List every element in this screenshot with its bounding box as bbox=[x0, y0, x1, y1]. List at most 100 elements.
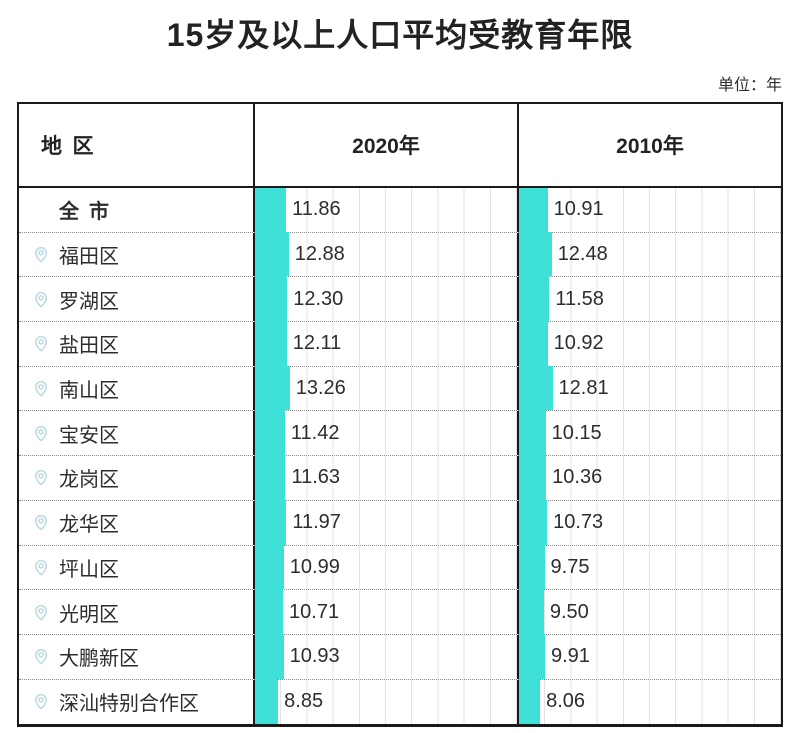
column-header-2010: 2010年 bbox=[517, 104, 781, 186]
cell-2020: 12.11 bbox=[253, 321, 517, 366]
cell-2020: 11.42 bbox=[253, 410, 517, 456]
location-pin-icon bbox=[32, 333, 50, 354]
value-2010: 11.58 bbox=[555, 287, 604, 310]
cell-2020: 13.26 bbox=[253, 365, 517, 411]
bar-2010 bbox=[519, 321, 548, 366]
region-cell: 光明区 bbox=[19, 590, 253, 634]
region-cell: 深汕特别合作区 bbox=[19, 680, 253, 725]
region-label: 龙华区 bbox=[59, 514, 119, 537]
bar-2010 bbox=[519, 410, 546, 456]
region-cell: 南山区 bbox=[19, 367, 253, 411]
location-pin-icon bbox=[32, 602, 50, 623]
region-cell: 龙岗区 bbox=[19, 456, 253, 500]
region-label: 盐田区 bbox=[59, 335, 119, 358]
value-2020: 11.63 bbox=[291, 466, 341, 489]
table-row-futian: 福田区 12.88 12.48 bbox=[19, 231, 781, 278]
value-2010: 9.50 bbox=[549, 600, 589, 623]
unit-label: 单位：年 bbox=[717, 77, 782, 94]
bar-2020 bbox=[255, 410, 285, 456]
bar-2020 bbox=[255, 276, 288, 322]
bar-2020 bbox=[255, 633, 284, 679]
region-label: 深汕特别合作区 bbox=[59, 693, 199, 716]
bar-2010 bbox=[519, 633, 545, 679]
location-pin-icon bbox=[32, 512, 50, 533]
table-row-dapeng: 大鹏新区 10.93 9.91 bbox=[19, 633, 781, 680]
table-row-nanshan: 南山区 13.26 12.81 bbox=[19, 365, 781, 412]
bar-2010 bbox=[519, 589, 544, 634]
bar-2010 bbox=[519, 499, 548, 545]
cell-2020: 11.63 bbox=[253, 455, 517, 500]
cell-2020: 10.71 bbox=[253, 589, 517, 634]
cell-2010: 9.75 bbox=[517, 544, 781, 590]
value-2020: 10.93 bbox=[289, 645, 340, 668]
cell-2020: 8.85 bbox=[253, 678, 517, 725]
bar-2020 bbox=[255, 499, 287, 545]
cell-2020: 10.93 bbox=[253, 633, 517, 679]
cell-2010: 10.92 bbox=[517, 321, 781, 366]
value-2010: 8.06 bbox=[546, 690, 586, 713]
region-cell: 罗湖区 bbox=[19, 277, 253, 321]
value-2010: 9.75 bbox=[550, 555, 590, 578]
value-2010: 10.73 bbox=[553, 511, 604, 534]
bar-2020 bbox=[255, 365, 290, 411]
table-row-guangming: 光明区 10.71 9.50 bbox=[19, 589, 781, 635]
table-row-baoan: 宝安区 11.42 10.15 bbox=[19, 410, 781, 457]
value-2020: 8.85 bbox=[284, 690, 324, 713]
bar-2020 bbox=[255, 589, 284, 634]
region-cell: 宝安区 bbox=[19, 411, 253, 455]
bar-2020 bbox=[255, 678, 279, 725]
region-label: 龙岗区 bbox=[59, 469, 119, 492]
region-label: 光明区 bbox=[59, 603, 119, 626]
table-row-pingshan: 坪山区 10.99 9.75 bbox=[19, 544, 781, 591]
location-pin-icon bbox=[32, 467, 50, 488]
region-label: 坪山区 bbox=[59, 558, 119, 581]
cell-2010: 9.50 bbox=[517, 589, 781, 634]
bar-2020 bbox=[255, 321, 287, 366]
region-label: 福田区 bbox=[59, 246, 119, 269]
cell-2010: 12.81 bbox=[517, 365, 781, 411]
region-label: 南山区 bbox=[59, 380, 119, 403]
bar-2020 bbox=[255, 188, 287, 232]
value-2020: 13.26 bbox=[295, 377, 346, 400]
value-2010: 10.92 bbox=[553, 332, 604, 355]
cell-2010: 11.58 bbox=[517, 276, 781, 322]
cell-2020: 10.99 bbox=[253, 544, 517, 590]
region-cell: 福田区 bbox=[19, 233, 253, 277]
region-cell: 大鹏新区 bbox=[19, 635, 253, 679]
cell-2010: 8.06 bbox=[517, 678, 781, 725]
location-pin-icon bbox=[32, 691, 50, 712]
region-cell: 龙华区 bbox=[19, 501, 253, 545]
bar-2010 bbox=[519, 365, 553, 411]
table-row-longgang: 龙岗区 11.63 10.36 bbox=[19, 455, 781, 501]
value-2020: 10.99 bbox=[289, 555, 340, 578]
value-2020: 12.11 bbox=[292, 332, 342, 355]
bar-2010 bbox=[519, 276, 550, 322]
cell-2020: 11.86 bbox=[253, 188, 517, 232]
bar-2010 bbox=[519, 544, 545, 590]
location-pin-icon bbox=[32, 423, 50, 444]
cell-2010: 9.91 bbox=[517, 633, 781, 679]
value-2020: 11.42 bbox=[290, 421, 340, 444]
region-cell: 全 市 bbox=[19, 188, 253, 232]
value-2010: 9.91 bbox=[550, 645, 590, 668]
column-header-region: 地 区 bbox=[41, 135, 94, 158]
location-pin-icon bbox=[32, 378, 50, 399]
value-2010: 10.91 bbox=[553, 198, 604, 221]
bar-2010 bbox=[519, 678, 541, 725]
value-2020: 12.88 bbox=[294, 243, 345, 266]
table-header-row: 地 区 2020年 2010年 bbox=[19, 104, 781, 188]
cell-2010: 10.73 bbox=[517, 499, 781, 545]
region-label: 宝安区 bbox=[59, 424, 119, 447]
location-pin-icon bbox=[32, 646, 50, 667]
education-years-table: 地 区 2020年 2010年 全 市 11.86 10.91 bbox=[17, 102, 783, 728]
table-row-citywide: 全 市 11.86 10.91 bbox=[19, 188, 781, 233]
location-pin-icon bbox=[32, 244, 50, 265]
value-2010: 10.15 bbox=[551, 421, 602, 444]
bar-2020 bbox=[255, 231, 289, 277]
location-pin-icon bbox=[32, 289, 50, 310]
table-body: 全 市 11.86 10.91 福田区 12.88 bbox=[19, 188, 781, 725]
table-row-yantian: 盐田区 12.11 10.92 bbox=[19, 321, 781, 367]
cell-2010: 10.36 bbox=[517, 455, 781, 500]
bar-2020 bbox=[255, 455, 286, 500]
page-title: 15岁及以上人口平均受教育年限 bbox=[166, 17, 634, 53]
